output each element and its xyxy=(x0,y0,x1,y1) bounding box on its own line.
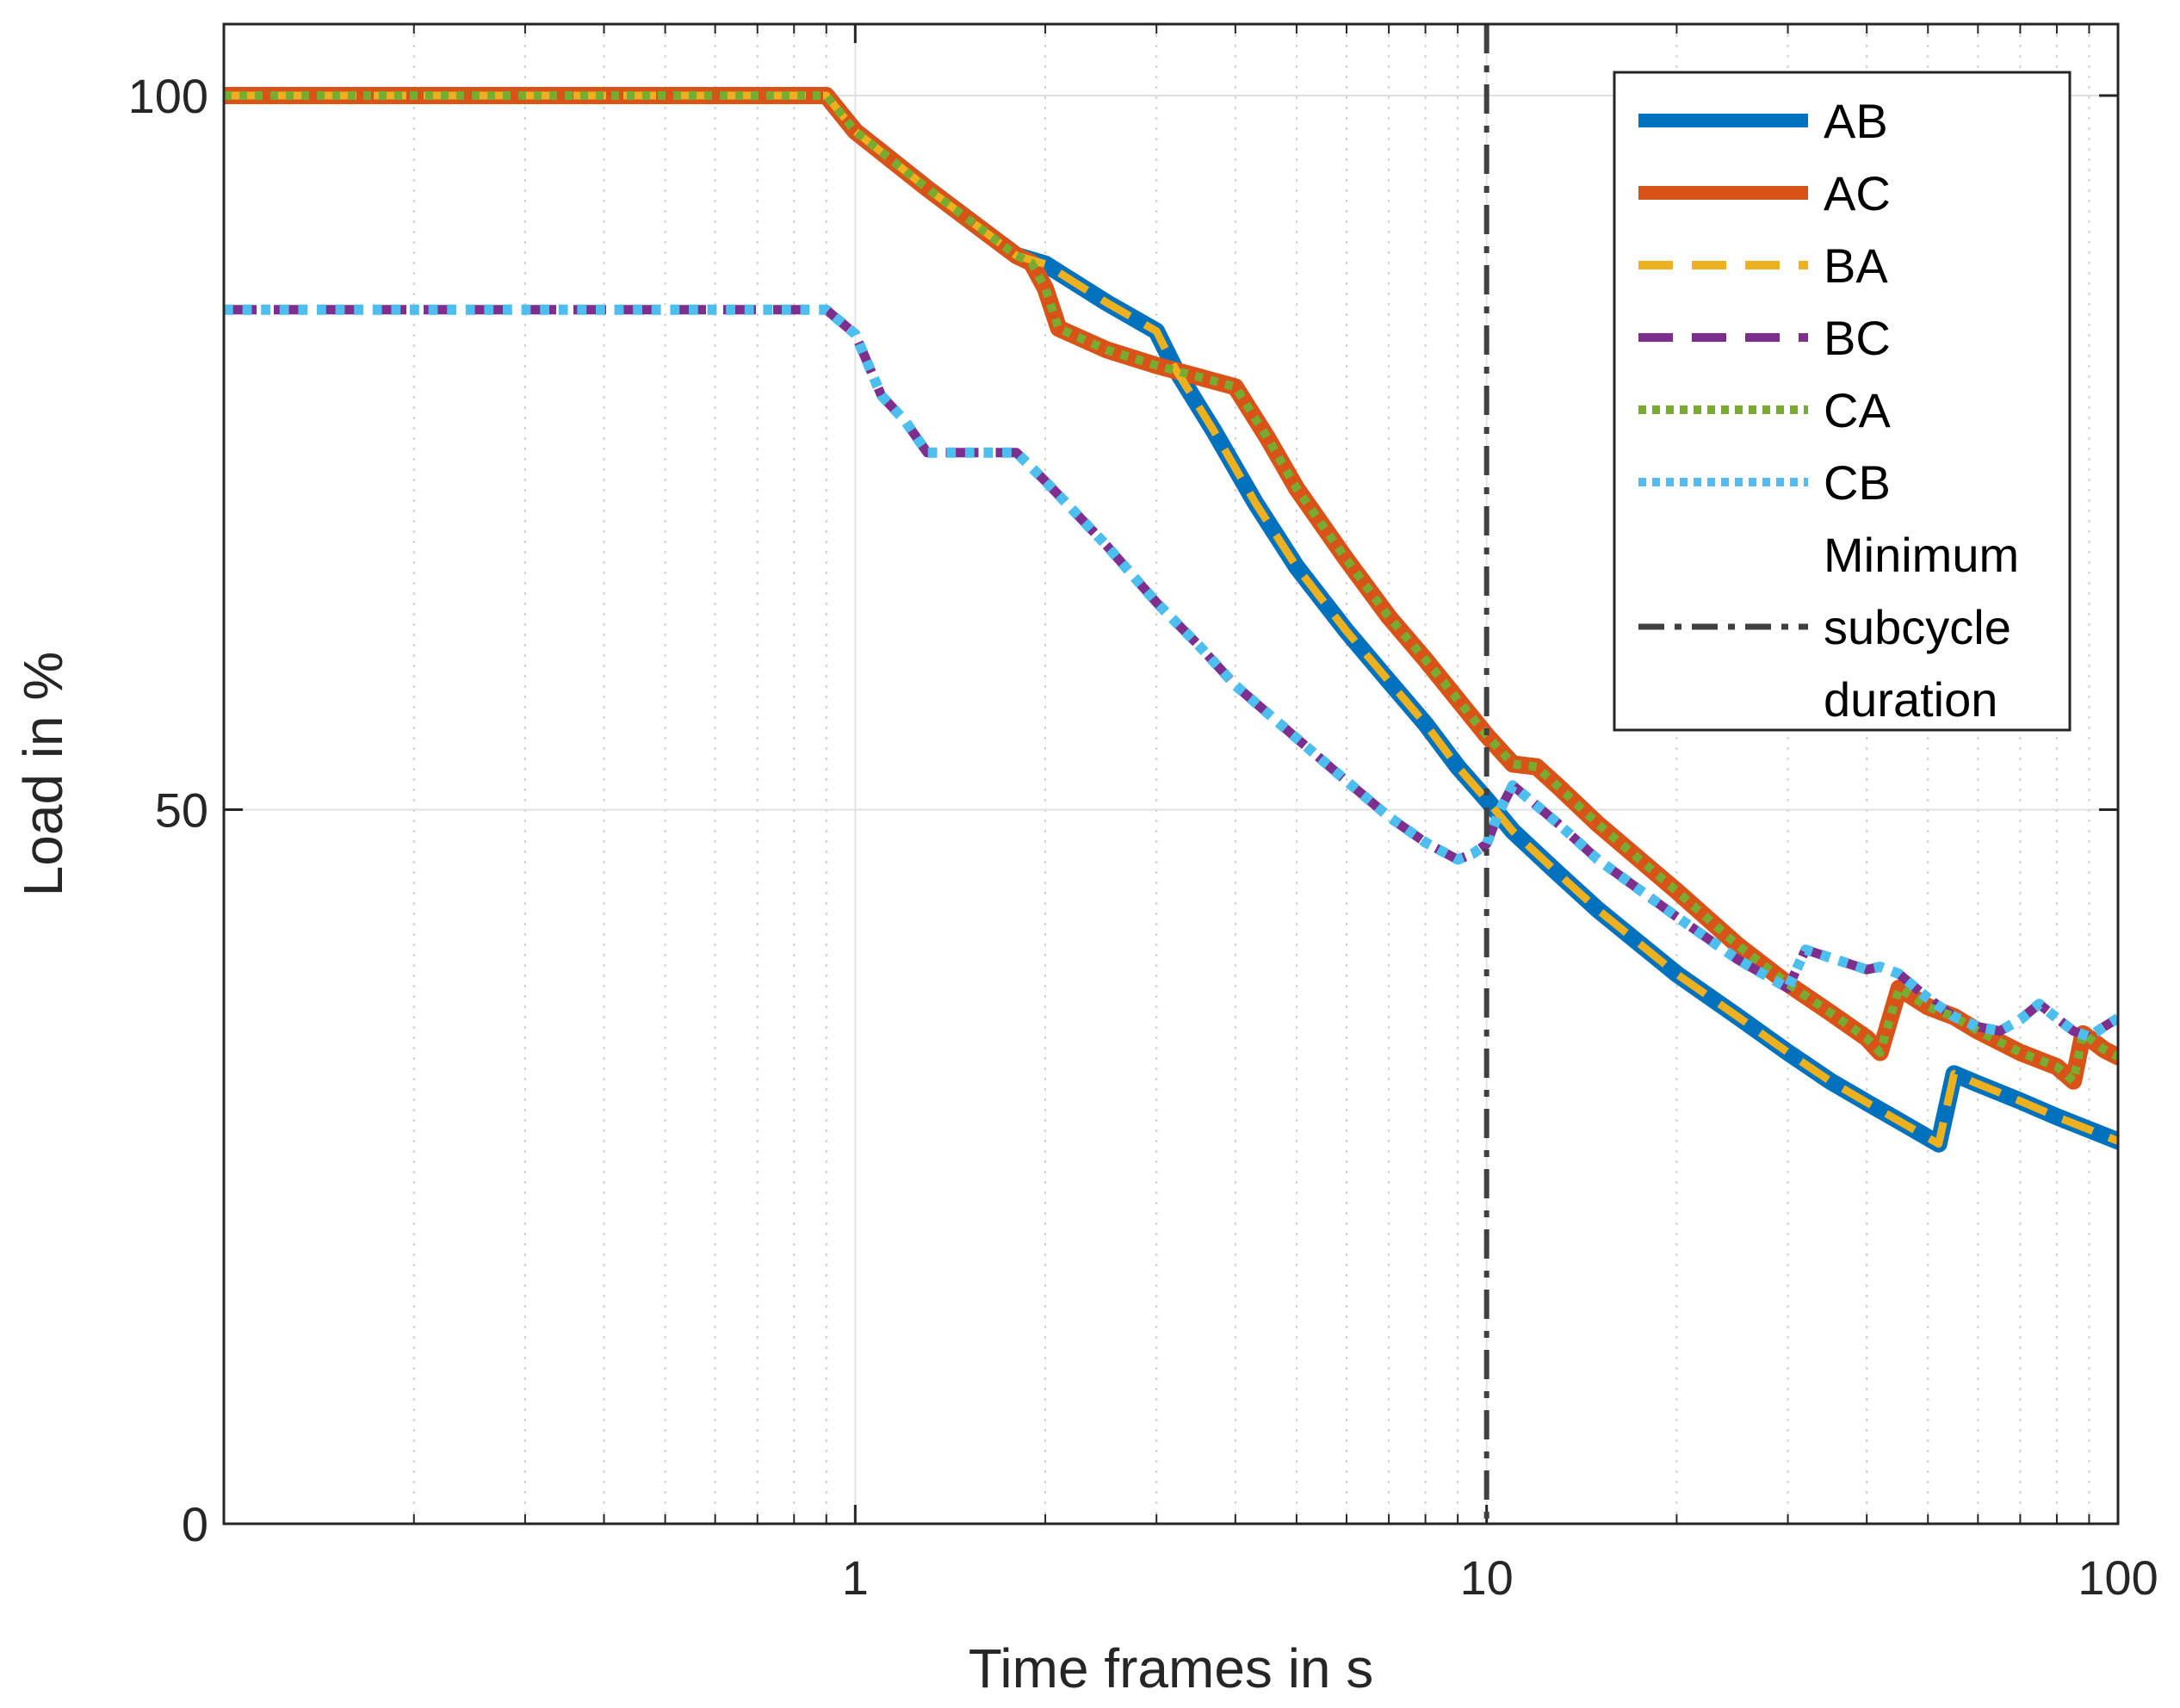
legend: AB AC BA BC CA CB Minimum subcycle duration xyxy=(1613,71,2072,732)
y-tick-label: 50 xyxy=(155,783,208,837)
legend-label-ca: CA xyxy=(1824,383,1891,437)
legend-label-ac: AC xyxy=(1824,166,1891,220)
legend-label-min-subcycle: duration xyxy=(1824,672,1997,727)
legend-label-cb: CB xyxy=(1824,455,1891,510)
x-tick-label: 10 xyxy=(1460,1550,1514,1605)
y-tick-label: 0 xyxy=(182,1497,208,1551)
series-line-cb xyxy=(224,304,2118,1043)
legend-label-ab: AB xyxy=(1824,94,1888,148)
y-axis-title: Load in % xyxy=(12,652,74,897)
x-axis-title: Time frames in s xyxy=(969,1637,1374,1699)
tick-labels: 1 10 100 0 50 100 xyxy=(128,69,2158,1605)
y-tick-label: 100 xyxy=(128,69,208,123)
series-group xyxy=(224,24,2118,1524)
series-line-ba xyxy=(224,91,2118,1148)
legend-label-bc: BC xyxy=(1824,311,1891,365)
plot-area-frame xyxy=(222,22,2120,1525)
x-tick-label: 1 xyxy=(842,1550,869,1605)
legend-box xyxy=(1613,71,2072,732)
x-tick-label: 100 xyxy=(2078,1550,2158,1605)
legend-label-min-subcycle: subcycle xyxy=(1824,600,2011,654)
legend-label-min-subcycle: Minimum xyxy=(1824,528,2019,582)
series-line-ca xyxy=(224,91,2118,1086)
legend-label-ba: BA xyxy=(1824,238,1888,293)
